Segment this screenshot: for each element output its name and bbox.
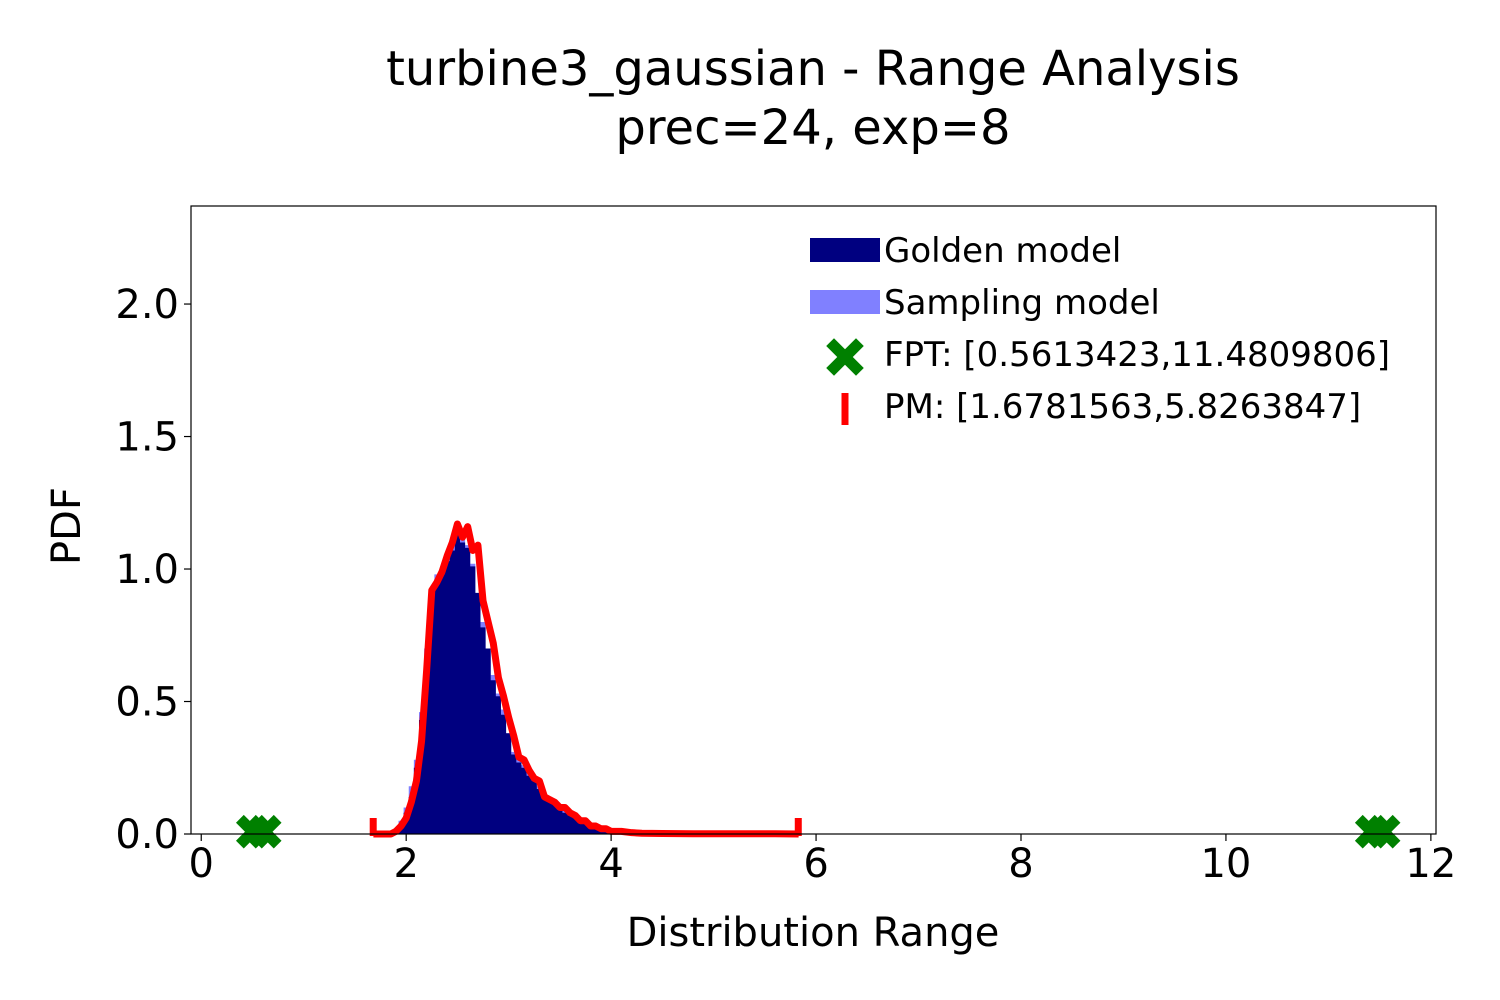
golden-model-area <box>398 534 676 834</box>
x-tick-label: 10 <box>1200 841 1251 887</box>
x-tick-label: 2 <box>393 841 418 887</box>
chart-title-line2: prec=24, exp=8 <box>615 100 1010 156</box>
y-tick-label: 1.5 <box>115 415 179 461</box>
y-tick-label: 0.5 <box>115 680 179 726</box>
golden-legend-label: Golden model <box>884 231 1121 271</box>
y-axis: 0.0 0.5 1.0 1.5 2.0 <box>115 282 191 858</box>
pm-legend-label: PM: [1.6781563,5.8263847] <box>884 387 1361 427</box>
sampling-legend-label: Sampling model <box>884 283 1160 323</box>
sampling-legend-swatch <box>810 290 880 314</box>
fpt-marker-0-b <box>247 814 282 849</box>
x-tick-label: 6 <box>803 841 828 887</box>
x-tick-label: 0 <box>189 841 214 887</box>
legend: Golden model Sampling model FPT: [0.561342… <box>810 231 1390 427</box>
y-tick-label: 1.0 <box>115 547 179 593</box>
x-tick-label: 4 <box>598 841 623 887</box>
x-tick-label: 8 <box>1008 841 1033 887</box>
chart-title-line1: turbine3_gaussian - Range Analysis <box>386 41 1240 97</box>
y-axis-label: PDF <box>44 487 90 565</box>
fpt-legend-label: FPT: [0.5613423,11.4809806] <box>884 335 1390 375</box>
x-axis: 0 2 4 6 8 10 12 <box>189 834 1456 887</box>
y-tick-label: 0.0 <box>115 812 179 858</box>
fpt-marker-1-b <box>1366 814 1401 849</box>
x-axis-label: Distribution Range <box>627 910 1000 956</box>
plot-frame <box>190 205 1437 835</box>
fpt-legend-swatch <box>826 338 864 376</box>
y-tick-label: 2.0 <box>115 282 179 328</box>
plot-marks <box>235 520 1401 849</box>
golden-legend-swatch <box>810 238 880 262</box>
pm-curve <box>373 520 799 838</box>
x-tick-label: 12 <box>1405 841 1456 887</box>
